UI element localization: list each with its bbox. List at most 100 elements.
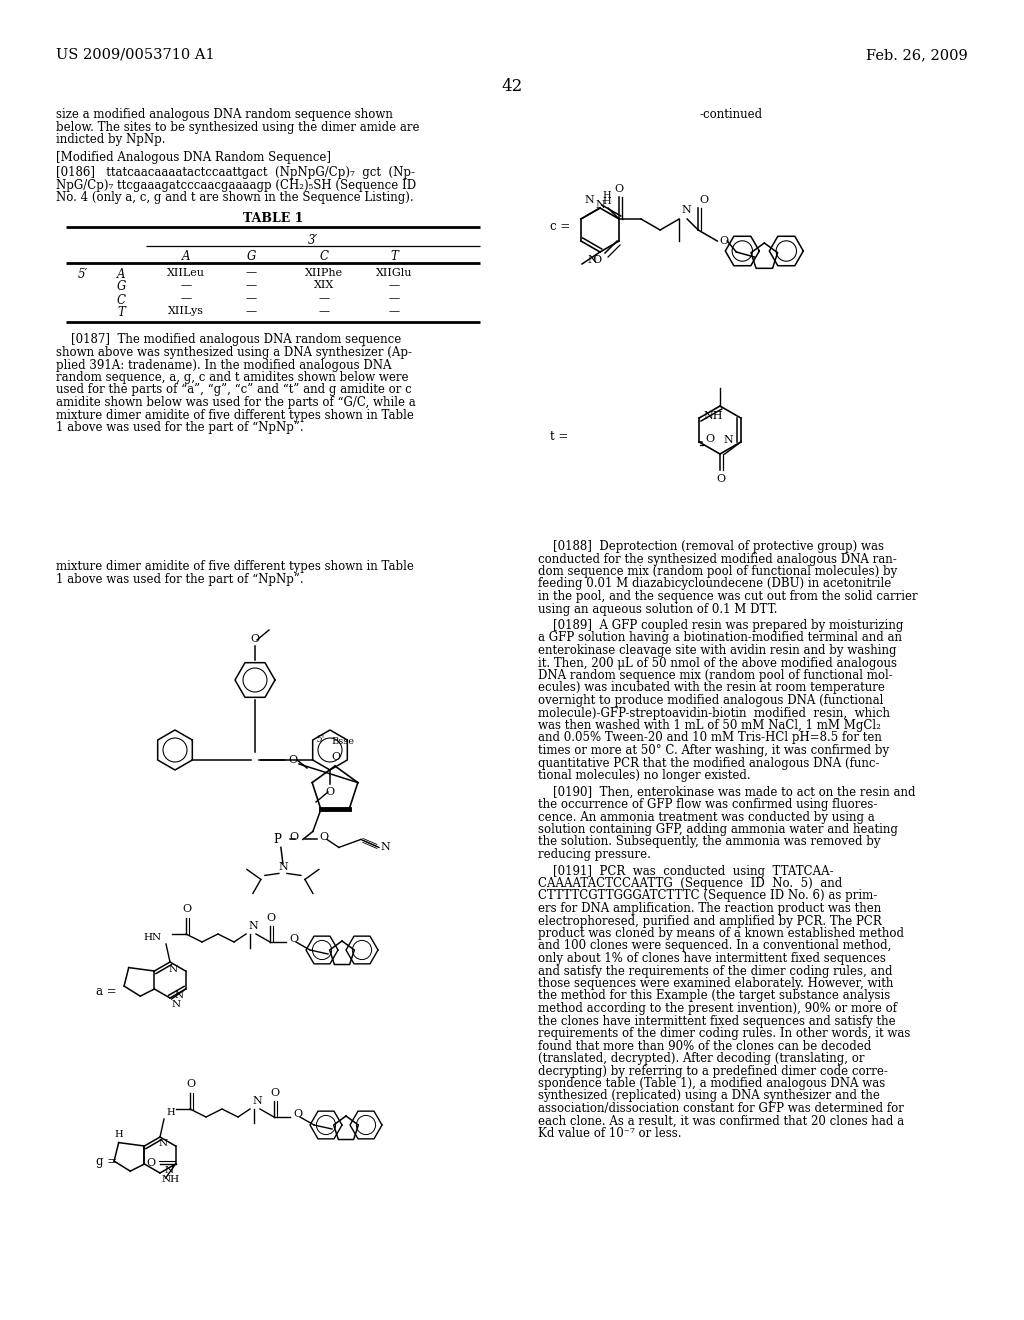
Text: N: N (165, 1166, 174, 1175)
Text: only about 1% of clones have intermittent fixed sequences: only about 1% of clones have intermitten… (538, 952, 886, 965)
Text: used for the parts of “a”, “g”, “c” and “t” and g amidite or c: used for the parts of “a”, “g”, “c” and … (56, 384, 412, 396)
Text: O: O (719, 236, 728, 246)
Text: each clone. As a result, it was confirmed that 20 clones had a: each clone. As a result, it was confirme… (538, 1114, 904, 1127)
Text: H: H (602, 197, 610, 206)
Text: conducted for the synthesized modified analogous DNA ran-: conducted for the synthesized modified a… (538, 553, 897, 565)
Text: N: N (159, 1139, 168, 1148)
Text: —: — (246, 268, 257, 277)
Text: [0189]  A GFP coupled resin was prepared by moisturizing: [0189] A GFP coupled resin was prepared … (538, 619, 903, 632)
Text: XIIGlu: XIIGlu (376, 268, 413, 277)
Text: —: — (318, 306, 330, 317)
Text: reducing pressure.: reducing pressure. (538, 847, 651, 861)
Text: No. 4 (only a, c, g and t are shown in the Sequence Listing).: No. 4 (only a, c, g and t are shown in t… (56, 191, 414, 205)
Text: C: C (117, 293, 126, 306)
Text: overnight to produce modified analogous DNA (functional: overnight to produce modified analogous … (538, 694, 884, 708)
Text: N: N (585, 195, 594, 205)
Text: requirements of the dimer coding rules. In other words, it was: requirements of the dimer coding rules. … (538, 1027, 910, 1040)
Text: O: O (182, 904, 191, 913)
Text: dom sequence mix (random pool of functional molecules) by: dom sequence mix (random pool of functio… (538, 565, 897, 578)
Text: —: — (180, 281, 191, 290)
Text: association/dissociation constant for GFP was determined for: association/dissociation constant for GF… (538, 1102, 904, 1115)
Text: —: — (388, 281, 399, 290)
Text: quantitative PCR that the modified analogous DNA (func-: quantitative PCR that the modified analo… (538, 756, 880, 770)
Text: O: O (266, 913, 275, 923)
Text: A: A (117, 268, 125, 281)
Text: NH: NH (162, 1175, 180, 1184)
Text: H: H (602, 191, 610, 201)
Text: the method for this Example (the target substance analysis: the method for this Example (the target … (538, 990, 890, 1002)
Text: and satisfy the requirements of the dimer coding rules, and: and satisfy the requirements of the dime… (538, 965, 893, 978)
Text: H: H (115, 1130, 123, 1139)
Text: O: O (270, 1088, 280, 1098)
Text: [0187]  The modified analogous DNA random sequence: [0187] The modified analogous DNA random… (56, 334, 401, 346)
Text: 1 above was used for the part of “NpNp”.: 1 above was used for the part of “NpNp”. (56, 421, 304, 434)
Text: —: — (388, 293, 399, 304)
Text: synthesized (replicated) using a DNA synthesizer and the: synthesized (replicated) using a DNA syn… (538, 1089, 880, 1102)
Text: —: — (246, 306, 257, 317)
Text: T: T (390, 249, 398, 263)
Text: was then washed with 1 mL of 50 mM NaCl, 1 mM MgCl₂: was then washed with 1 mL of 50 mM NaCl,… (538, 719, 881, 733)
Text: feeding 0.01 M diazabicycloundecene (DBU) in acetonitrile: feeding 0.01 M diazabicycloundecene (DBU… (538, 578, 891, 590)
Text: Feb. 26, 2009: Feb. 26, 2009 (866, 48, 968, 62)
Text: and 0.05% Tween-20 and 10 mM Tris-HCl pH=8.5 for ten: and 0.05% Tween-20 and 10 mM Tris-HCl pH… (538, 731, 882, 744)
Text: cence. An ammonia treatment was conducted by using a: cence. An ammonia treatment was conducte… (538, 810, 874, 824)
Text: —: — (246, 293, 257, 304)
Text: a GFP solution having a biotination-modified terminal and an: a GFP solution having a biotination-modi… (538, 631, 902, 644)
Text: the solution. Subsequently, the ammonia was removed by: the solution. Subsequently, the ammonia … (538, 836, 881, 849)
Text: Bsse: Bsse (331, 737, 354, 746)
Text: HN: HN (144, 933, 162, 942)
Text: a =: a = (96, 985, 117, 998)
Text: G: G (247, 249, 256, 263)
Text: N: N (172, 1001, 181, 1008)
Text: NpG/Cp)₇ ttcgaaagatcccaacgaaaagp (CH₂)₅SH (Sequence ID: NpG/Cp)₇ ttcgaaagatcccaacgaaaagp (CH₂)₅S… (56, 178, 416, 191)
Text: N: N (169, 965, 177, 974)
Text: and 100 clones were sequenced. In a conventional method,: and 100 clones were sequenced. In a conv… (538, 940, 891, 953)
Text: NH: NH (703, 411, 723, 421)
Text: T: T (117, 306, 125, 319)
Text: O: O (251, 634, 259, 644)
Text: C: C (319, 249, 329, 263)
Text: enterokinase cleavage site with avidin resin and by washing: enterokinase cleavage site with avidin r… (538, 644, 896, 657)
Text: O: O (318, 833, 328, 842)
Text: DNA random sequence mix (random pool of functional mol-: DNA random sequence mix (random pool of … (538, 669, 893, 682)
Text: it. Then, 200 μL of 50 nmol of the above modified analogous: it. Then, 200 μL of 50 nmol of the above… (538, 656, 897, 669)
Text: [0186]   ttatcaacaaaatactccaattgact  (NpNpG/Cp)₇  gct  (Np-: [0186] ttatcaacaaaatactccaattgact (NpNpG… (56, 166, 415, 180)
Text: O: O (289, 935, 298, 944)
Text: XIX: XIX (314, 281, 334, 290)
Text: O: O (706, 434, 715, 444)
Text: G: G (117, 281, 126, 293)
Text: ecules) was incubated with the resin at room temperature: ecules) was incubated with the resin at … (538, 681, 885, 694)
Text: XIILeu: XIILeu (167, 268, 205, 277)
Text: N: N (381, 842, 390, 853)
Text: TABLE 1: TABLE 1 (243, 211, 303, 224)
Text: CTTTTCGTTGGGATCTTTC (Sequence ID No. 6) as prim-: CTTTTCGTTGGGATCTTTC (Sequence ID No. 6) … (538, 890, 878, 903)
Text: —: — (388, 306, 399, 317)
Text: N: N (248, 921, 258, 931)
Text: 3′: 3′ (308, 235, 318, 248)
Text: method according to the present invention), 90% or more of: method according to the present inventio… (538, 1002, 897, 1015)
Text: N: N (279, 862, 288, 873)
Text: O: O (293, 1109, 302, 1119)
Text: mixture dimer amidite of five different types shown in Table: mixture dimer amidite of five different … (56, 408, 414, 421)
Text: N: N (252, 1096, 262, 1106)
Text: N: N (681, 205, 691, 215)
Text: using an aqueous solution of 0.1 M DTT.: using an aqueous solution of 0.1 M DTT. (538, 602, 777, 615)
Text: N: N (723, 436, 733, 445)
Text: N: N (587, 255, 597, 265)
Text: O: O (146, 1158, 156, 1168)
Text: [0190]  Then, enterokinase was made to act on the resin and: [0190] Then, enterokinase was made to ac… (538, 785, 915, 799)
Text: found that more than 90% of the clones can be decoded: found that more than 90% of the clones c… (538, 1040, 871, 1052)
Text: the clones have intermittent fixed sequences and satisfy the: the clones have intermittent fixed seque… (538, 1015, 896, 1027)
Text: [0191]  PCR  was  conducted  using  TTATCAA-: [0191] PCR was conducted using TTATCAA- (538, 865, 834, 878)
Text: in the pool, and the sequence was cut out from the solid carrier: in the pool, and the sequence was cut ou… (538, 590, 918, 603)
Text: g =: g = (96, 1155, 117, 1168)
Text: US 2009/0053710 A1: US 2009/0053710 A1 (56, 48, 215, 62)
Text: electrophoresed, purified and amplified by PCR. The PCR: electrophoresed, purified and amplified … (538, 915, 882, 928)
Text: 42: 42 (502, 78, 522, 95)
Text: XIIPhe: XIIPhe (305, 268, 343, 277)
Text: -continued: -continued (700, 108, 763, 121)
Text: —: — (180, 293, 191, 304)
Text: molecule)-GFP-streptoavidin-biotin  modified  resin,  which: molecule)-GFP-streptoavidin-biotin modif… (538, 706, 890, 719)
Text: O: O (326, 787, 335, 797)
Text: —: — (318, 293, 330, 304)
